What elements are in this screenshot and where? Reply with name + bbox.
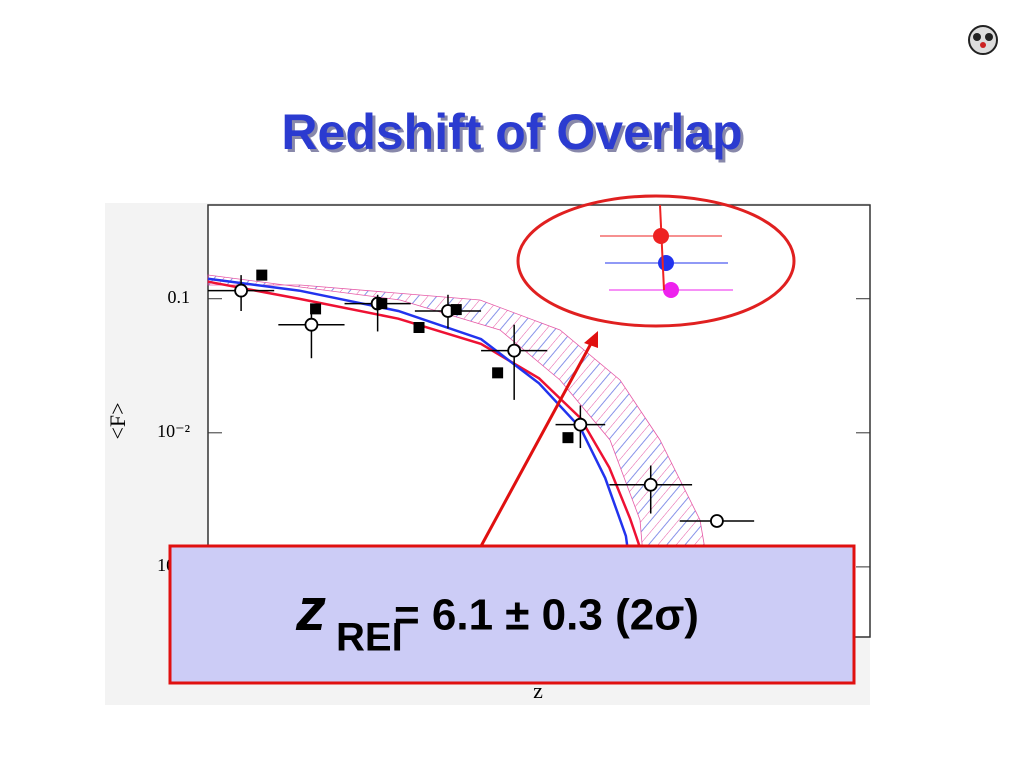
square-point — [256, 269, 268, 281]
model-line — [207, 277, 636, 597]
title: Redshift of Overlap — [281, 104, 742, 160]
result-box — [168, 544, 856, 685]
square-point — [492, 367, 504, 379]
open-point — [573, 417, 588, 432]
square-point — [413, 322, 425, 334]
open-point — [304, 317, 319, 332]
open-point — [710, 514, 724, 528]
arrow-head — [584, 331, 598, 348]
y-axis-label: <F> — [105, 402, 130, 439]
y-tick-label: 0.1 — [168, 287, 191, 307]
square-point — [450, 304, 462, 316]
arrow — [478, 337, 596, 549]
highlight-ellipse — [516, 194, 796, 328]
square-point — [562, 432, 574, 444]
result-symbol: z — [295, 576, 326, 643]
result-text: = 6.1 ± 0.3 (2σ) — [394, 591, 699, 640]
open-point — [507, 343, 522, 358]
square-point — [376, 298, 388, 310]
result-subscript: REI — [336, 616, 403, 660]
title-shadow: Redshift of Overlap — [284, 107, 745, 163]
inset-markers — [600, 204, 733, 298]
square-point — [310, 303, 322, 315]
open-point — [234, 283, 249, 298]
x-axis-label: z — [533, 678, 543, 703]
logo — [968, 25, 998, 55]
y-tick-label: 10⁻² — [157, 421, 190, 441]
open-point — [643, 477, 658, 492]
